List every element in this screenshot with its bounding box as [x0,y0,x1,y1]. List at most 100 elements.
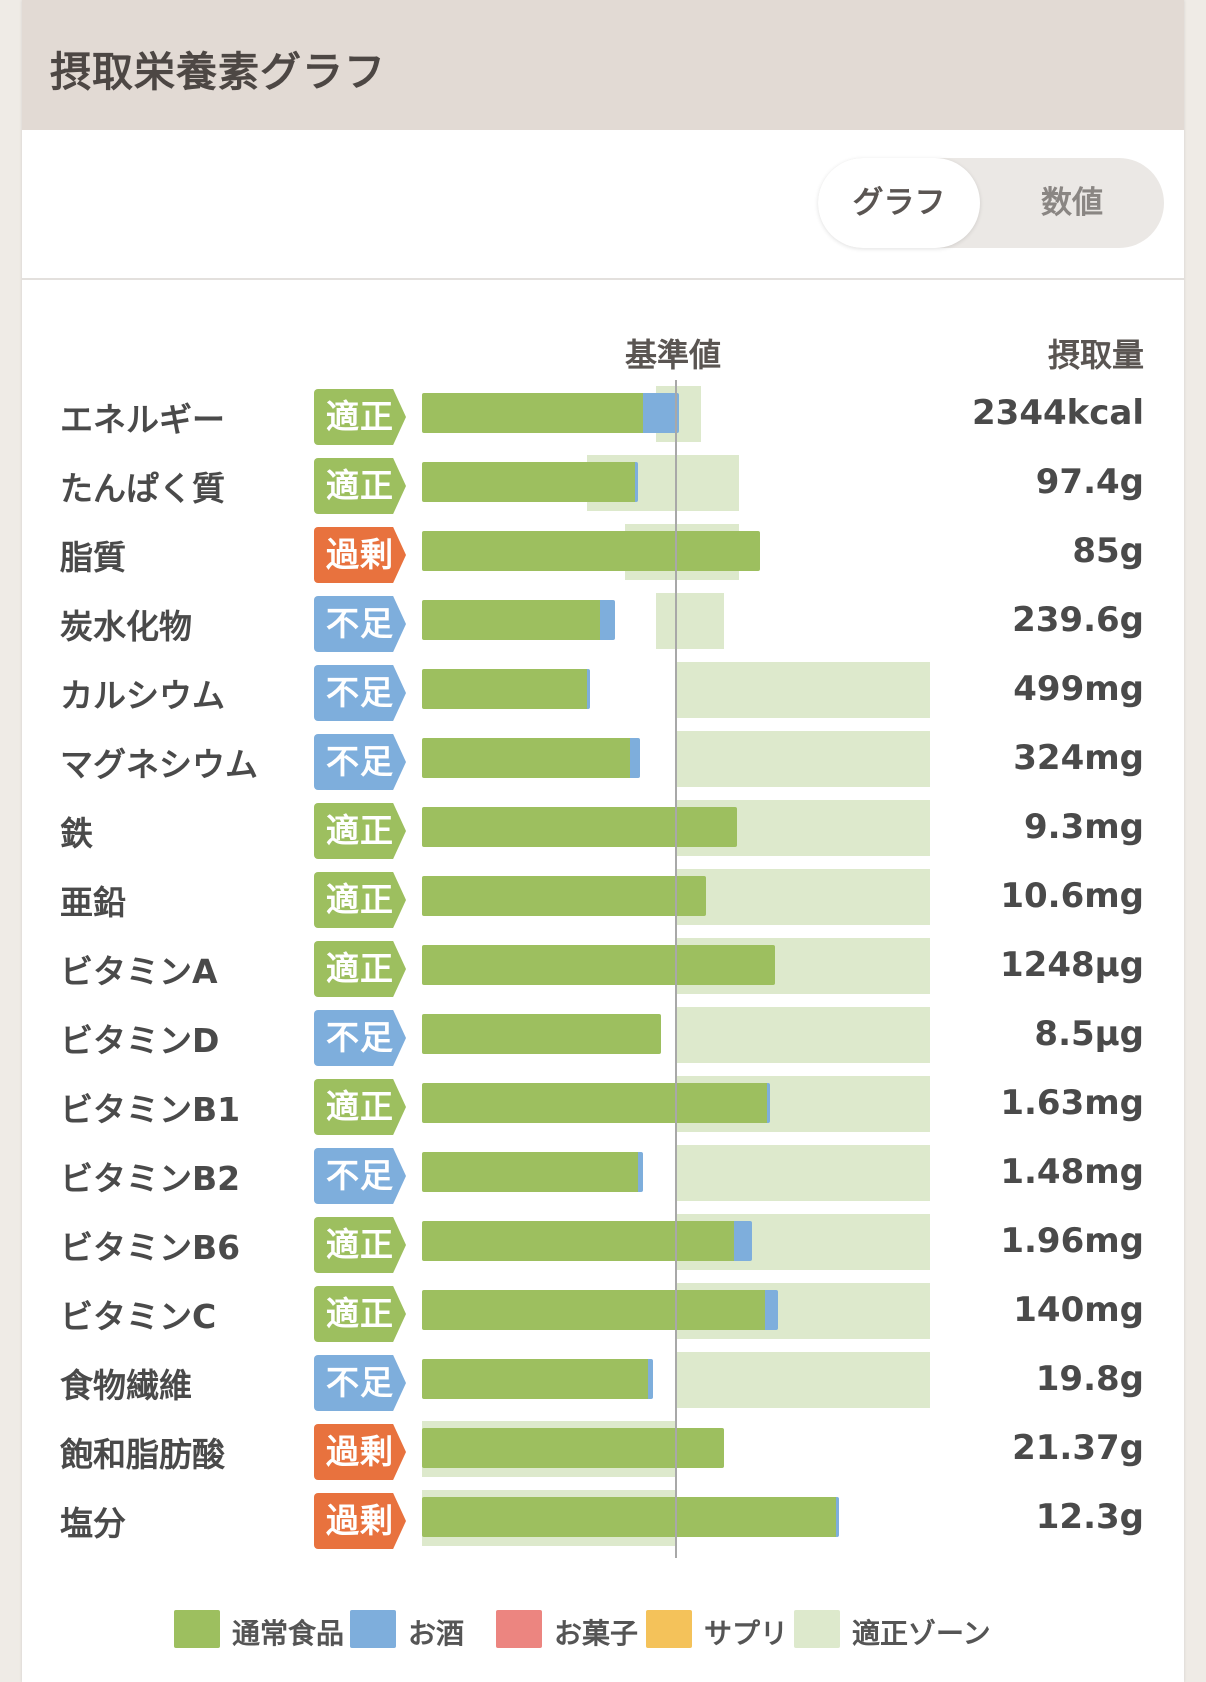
legend-swatch [794,1610,840,1648]
status-badge: 不足 [314,1148,406,1204]
intake-value: 85g [1072,531,1144,571]
legend-swatch [496,1610,542,1648]
intake-value: 2344kcal [972,393,1144,433]
nutrient-label: マグネシウム [60,745,258,784]
bar-segment [734,1221,753,1261]
intake-value: 1.96mg [1000,1221,1144,1261]
intake-value: 10.6mg [1000,876,1144,916]
bar-segment [767,1083,770,1123]
bar-segment [422,807,737,847]
intake-bar [422,1221,753,1261]
bar-segment [422,1014,661,1054]
status-badge: 不足 [314,1355,406,1411]
bar-segment [422,1497,837,1537]
nutrient-label: 亜鉛 [60,883,126,922]
nutrient-label: 塩分 [60,1504,126,1543]
status-badge: 不足 [314,1010,406,1066]
status-badge: 適正 [314,1079,406,1135]
bar-segment [422,1428,725,1468]
status-badge: 過剰 [314,527,406,583]
nutrient-row: ビタミンC 適正 140mg [22,1280,1184,1349]
status-badge: 過剰 [314,1424,406,1480]
bar-segment [422,1290,765,1330]
nutrient-row: マグネシウム 不足 324mg [22,728,1184,797]
proper-zone-band [676,731,930,787]
bar-segment [836,1497,839,1537]
toggle-graph-button[interactable]: グラフ [818,158,980,248]
bar-segment [648,1359,654,1399]
nutrient-row: 鉄 適正 9.3mg [22,797,1184,866]
legend-label: お酒 [408,1617,465,1650]
intake-value: 12.3g [1035,1497,1144,1537]
nutrient-row: 脂質 過剰 85g [22,521,1184,590]
proper-zone-band [676,869,930,925]
nutrient-row: エネルギー 適正 2344kcal [22,383,1184,452]
intake-value: 8.5µg [1034,1014,1144,1054]
intake-value: 1248µg [1000,945,1144,985]
intake-bar [422,1083,770,1123]
intake-bar [422,1359,654,1399]
nutrient-row: ビタミンA 適正 1248µg [22,935,1184,1004]
legend-label: お菓子 [554,1617,639,1650]
intake-value: 239.6g [1012,600,1144,640]
nutrient-row: ビタミンB1 適正 1.63mg [22,1073,1184,1142]
nutrient-label: ビタミンC [60,1297,217,1336]
intake-bar [422,807,737,847]
nutrient-row: ビタミンB2 不足 1.48mg [22,1142,1184,1211]
status-badge: 適正 [314,872,406,928]
intake-value: 21.37g [1012,1428,1144,1468]
reference-column-header: 基準値 [625,336,722,374]
nutrient-label: 鉄 [60,814,93,853]
bar-segment [764,1290,778,1330]
status-badge: 不足 [314,734,406,790]
status-badge: 適正 [314,941,406,997]
status-badge: 不足 [314,665,406,721]
nutrient-label: 飽和脂肪酸 [60,1435,225,1474]
status-badge: 過剰 [314,1493,406,1549]
intake-bar [422,738,641,778]
bar-segment [422,945,776,985]
nutrient-graph-card: 摂取栄養素グラフ 数値 グラフ 基準値 摂取量 エネルギー 適正 2344kcal た… [22,0,1184,1682]
nutrient-label: ビタミンB1 [60,1090,241,1129]
intake-bar [422,462,638,502]
card-title: 摂取栄養素グラフ [50,48,386,96]
intake-bar [422,1428,725,1468]
bar-segment [630,738,641,778]
status-badge: 適正 [314,458,406,514]
status-badge: 適正 [314,1217,406,1273]
nutrient-row: 飽和脂肪酸 過剰 21.37g [22,1418,1184,1487]
nutrient-label: ビタミンA [60,952,218,991]
nutrient-row: カルシウム 不足 499mg [22,659,1184,728]
bar-segment [422,531,760,571]
status-badge: 適正 [314,803,406,859]
intake-column-header: 摂取量 [1047,336,1144,374]
proper-zone-band [676,1007,930,1063]
intake-value: 140mg [1013,1290,1144,1330]
intake-value: 1.63mg [1000,1083,1144,1123]
bar-segment [422,1152,638,1192]
legend-label: 通常食品 [232,1617,345,1650]
bar-segment [422,1221,735,1261]
nutrient-row: 食物繊維 不足 19.8g [22,1349,1184,1418]
intake-value: 9.3mg [1024,807,1144,847]
bar-segment [422,393,643,433]
intake-bar [422,1152,643,1192]
legend-label: サプリ [704,1617,789,1650]
intake-bar [422,876,707,916]
proper-zone-band [676,662,930,718]
intake-bar [422,393,679,433]
bar-segment [599,600,616,640]
nutrient-row: 塩分 過剰 12.3g [22,1487,1184,1556]
nutrient-label: ビタミンD [60,1021,220,1060]
intake-value: 499mg [1013,669,1144,709]
legend-swatch [350,1610,396,1648]
nutrient-label: たんぱく質 [60,469,225,508]
toggle-numbers-button[interactable]: 数値 [1041,185,1103,221]
nutrient-row: ビタミンD 不足 8.5µg [22,1004,1184,1073]
bar-segment [642,393,679,433]
bar-segment [422,462,636,502]
view-toggle: 数値 グラフ [818,158,1164,248]
intake-bar [422,531,760,571]
intake-value: 19.8g [1035,1359,1144,1399]
chart-legend: 通常食品 お酒 お菓子 サプリ 適正ゾーン [22,1608,1184,1652]
